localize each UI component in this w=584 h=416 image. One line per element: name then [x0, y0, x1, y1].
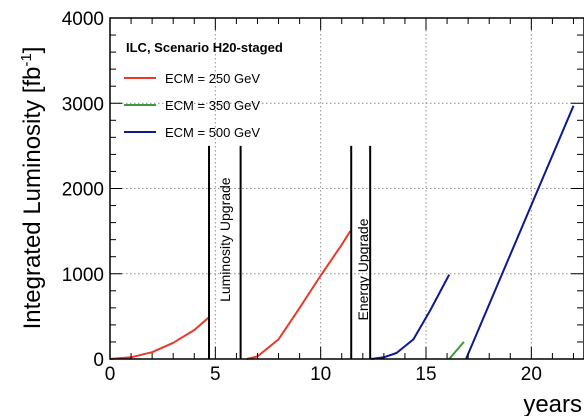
legend-entry: ECM = 250 GeV	[165, 71, 260, 86]
legend-entry: ECM = 500 GeV	[165, 125, 260, 140]
axis-ticks	[109, 17, 583, 360]
upgrade-lines	[208, 145, 372, 359]
x-tick-label: 15	[415, 364, 436, 385]
x-axis-title: years	[523, 391, 582, 416]
y-axis-title: Integrated Luminosity [fb-1]	[18, 47, 46, 330]
y-tick-label: 4000	[62, 9, 104, 30]
legend-entry: ECM = 350 GeV	[165, 98, 260, 113]
x-tick-label: 20	[521, 364, 542, 385]
series-line	[109, 316, 210, 360]
y-tick-label: 1000	[62, 265, 104, 286]
x-tick-label: 0	[105, 364, 116, 385]
grid-layer	[110, 18, 584, 359]
tick-labels: 0 5 10 15 20 0 1000 2000 3000 4000	[62, 9, 542, 385]
annotation-label: Energy Upgrade	[355, 218, 371, 320]
series-layer	[109, 105, 575, 360]
annotation-label: Luminosity Upgrade	[217, 177, 233, 302]
series-line	[448, 341, 465, 360]
legend: ILC, Scenario H20-staged ECM = 250 GeV ECM…	[124, 40, 283, 140]
y-tick-label: 3000	[62, 94, 104, 115]
y-tick-label: 2000	[62, 180, 104, 201]
x-tick-label: 5	[210, 364, 221, 385]
series-line	[246, 230, 352, 360]
series-line	[371, 274, 451, 360]
annotations: Luminosity Upgrade Energy Upgrade	[217, 177, 371, 320]
legend-title: ILC, Scenario H20-staged	[126, 40, 283, 55]
y-tick-label: 0	[93, 350, 104, 371]
series-line	[465, 105, 575, 360]
x-tick-label: 10	[310, 364, 331, 385]
